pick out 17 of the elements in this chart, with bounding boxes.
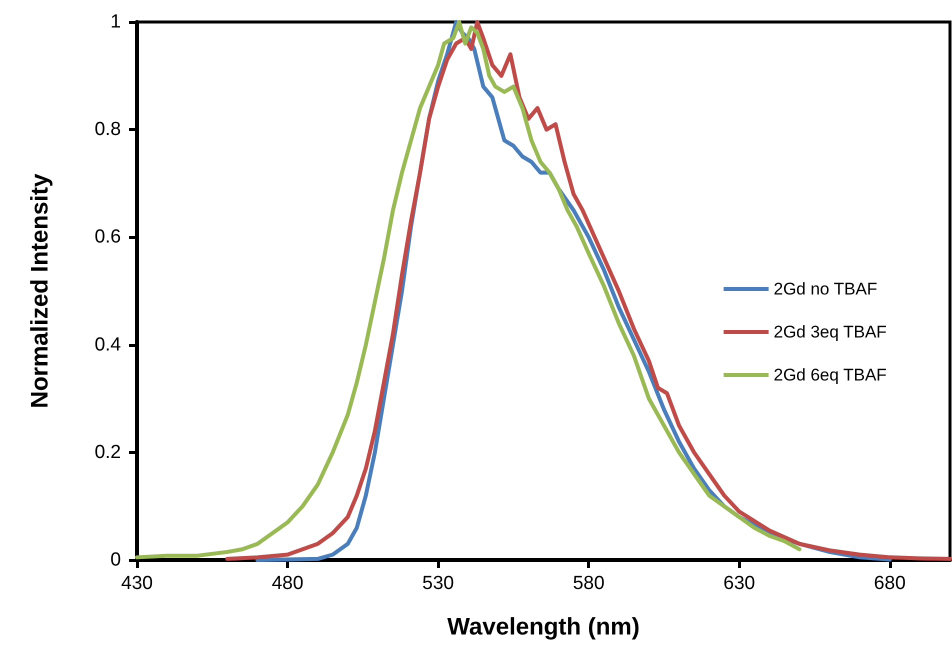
x-tick-label: 530 (422, 573, 454, 594)
x-tick-label: 630 (723, 573, 756, 594)
y-tick-label: 0 (110, 550, 121, 570)
legend-label: 2Gd 3eq TBAF (774, 322, 887, 342)
x-tick-label: 480 (272, 573, 304, 594)
x-axis-title: Wavelength (nm) (447, 614, 640, 640)
x-tick-label: 430 (121, 573, 153, 594)
y-tick-label: 1 (110, 12, 121, 32)
y-tick-label: 0.6 (94, 226, 121, 248)
x-tick-label: 680 (874, 573, 906, 594)
legend-label: 2Gd 6eq TBAF (774, 366, 887, 384)
y-axis-title: Normalized Intensity (26, 172, 54, 408)
legend-label: 2Gd no TBAF (774, 280, 878, 298)
y-tick-label: 0.8 (94, 119, 121, 140)
y-tick-label: 0.4 (94, 334, 122, 356)
x-tick-label: 580 (572, 573, 605, 594)
y-tick-label: 0.2 (94, 442, 121, 463)
